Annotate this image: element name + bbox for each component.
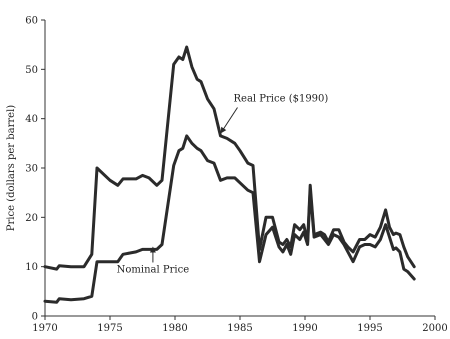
x-tick-label: 1980 bbox=[162, 323, 187, 334]
x-axis-ticks: 1970 1975 1980 1985 1990 1995 2000 bbox=[32, 316, 448, 334]
x-tick-label: 1995 bbox=[357, 323, 382, 334]
real-price-line bbox=[43, 45, 416, 271]
y-axis-ticks: 0 10 20 30 40 50 60 bbox=[25, 16, 45, 323]
y-tick-label: 10 bbox=[25, 262, 38, 273]
nominal-price-line bbox=[43, 134, 416, 304]
x-tick-label: 1990 bbox=[292, 323, 317, 334]
real-price-annotation-label: Real Price ($1990) bbox=[234, 93, 329, 104]
x-tick-label: 1970 bbox=[32, 323, 57, 334]
y-tick-label: 50 bbox=[25, 65, 38, 76]
real-price-arrow-line bbox=[222, 107, 238, 131]
y-tick-label: 20 bbox=[25, 213, 38, 224]
y-tick-label: 60 bbox=[25, 16, 38, 27]
nominal-price-arrow-head bbox=[149, 246, 156, 253]
nominal-price-annotation-label: Nominal Price bbox=[117, 264, 190, 275]
x-tick-label: 2000 bbox=[422, 323, 447, 334]
series-layer bbox=[43, 45, 416, 304]
x-tick-label: 1985 bbox=[227, 323, 252, 334]
y-tick-label: 0 bbox=[32, 312, 38, 323]
nominal-price-annotation: Nominal Price bbox=[117, 246, 190, 275]
y-tick-label: 40 bbox=[25, 114, 38, 125]
x-tick-label: 1975 bbox=[97, 323, 122, 334]
chart-axes bbox=[44, 20, 435, 317]
y-tick-label: 30 bbox=[25, 164, 38, 175]
y-axis-label: Price (dollars per barrel) bbox=[6, 105, 17, 231]
real-price-annotation: Real Price ($1990) bbox=[220, 93, 329, 134]
real-price-arrow-head bbox=[220, 126, 227, 134]
